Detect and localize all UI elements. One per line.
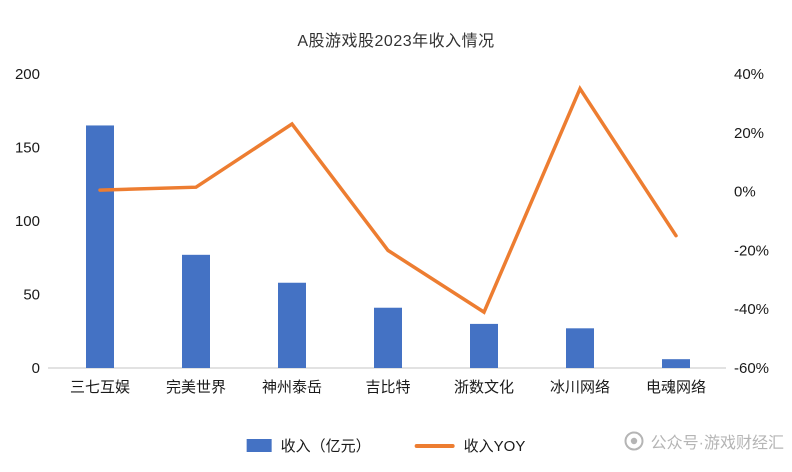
- watermark-logo-icon: [624, 431, 644, 451]
- category-label: 电魂网络: [646, 379, 706, 396]
- right-axis-tick: -20%: [734, 242, 769, 259]
- watermark: 公众号·游戏财经汇: [624, 429, 784, 453]
- left-axis-tick: 200: [15, 66, 40, 83]
- category-label: 冰川网络: [550, 379, 610, 396]
- legend-item-yoy: 收入YOY: [414, 435, 526, 456]
- left-axis-tick: 50: [23, 287, 40, 304]
- revenue-bar: [662, 359, 690, 368]
- left-axis-tick: 150: [15, 140, 40, 157]
- legend-label-revenue: 收入（亿元）: [280, 438, 371, 455]
- revenue-bar: [566, 328, 594, 368]
- category-label: 三七互娱: [70, 379, 130, 396]
- revenue-bar: [86, 125, 114, 368]
- legend-label-yoy: 收入YOY: [463, 438, 526, 455]
- legend-item-revenue: 收入（亿元）: [246, 435, 371, 456]
- right-axis-tick: 20%: [734, 125, 764, 142]
- category-label: 吉比特: [365, 379, 410, 396]
- left-axis-tick: 0: [32, 360, 40, 377]
- right-axis-tick: 40%: [734, 66, 764, 83]
- chart-title: A股游戏股2023年收入情况: [297, 33, 495, 50]
- revenue-bar: [470, 323, 498, 368]
- revenue-bar: [374, 307, 402, 368]
- bar-swatch-icon: [246, 439, 272, 452]
- category-label: 浙数文化: [454, 379, 514, 396]
- watermark-text: 公众号·游戏财经汇: [650, 435, 784, 452]
- legend: 收入（亿元） 收入YOY: [246, 435, 526, 456]
- left-axis-tick: 100: [15, 213, 40, 230]
- revenue-bar: [182, 254, 210, 368]
- right-axis-tick: -40%: [734, 301, 769, 318]
- category-label: 神州泰岳: [262, 379, 322, 396]
- yoy-line: [98, 85, 678, 315]
- right-axis-tick: -60%: [734, 360, 769, 377]
- line-swatch-icon: [414, 443, 455, 448]
- category-label: 完美世界: [166, 379, 226, 396]
- revenue-bar: [278, 282, 306, 368]
- right-axis-tick: 0%: [734, 184, 756, 201]
